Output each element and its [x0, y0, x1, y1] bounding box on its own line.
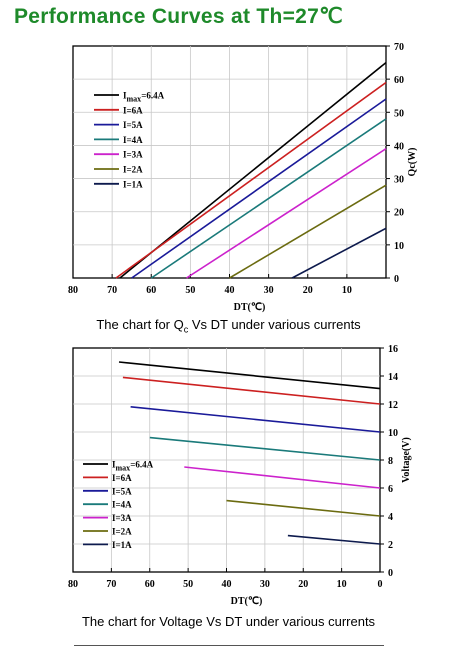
legend-label-main: I=5A: [112, 486, 132, 496]
series-line-i3a: [186, 148, 387, 279]
legend-label: I=3A: [123, 150, 143, 160]
x-tick-label: 70: [106, 579, 116, 590]
series-line-i5a: [130, 406, 381, 433]
x-tick-label: 20: [298, 579, 308, 590]
x-tick-label: 60: [145, 579, 155, 590]
legend-label: I=1A: [112, 540, 132, 550]
x-tick-label: 40: [222, 579, 232, 590]
y-tick-label: 14: [388, 372, 398, 383]
legend-label-main: I: [123, 91, 127, 101]
legend-label-main: I: [112, 460, 116, 470]
x-tick-label: 80: [68, 285, 78, 296]
y-tick-label: 50: [394, 108, 404, 119]
y-tick-label: 60: [394, 75, 404, 86]
legend-label-main: I=1A: [112, 540, 132, 550]
legend-label: I=3A: [112, 513, 132, 523]
y-tick-label: 0: [388, 568, 393, 579]
legend-label-main: I=5A: [123, 120, 143, 130]
y-axis-title: Qc(W): [407, 148, 418, 177]
legend-label-main: I=4A: [123, 135, 143, 145]
x-axis-title: DT(℃): [231, 596, 263, 607]
legend-label-main: I=4A: [112, 500, 132, 510]
y-tick-label: 70: [394, 42, 404, 53]
legend-label: I=2A: [123, 165, 143, 175]
x-tick-label: 0: [378, 579, 383, 590]
y-tick-label: 12: [388, 400, 398, 411]
qc-caption-suffix: Vs DT under various currents: [188, 317, 361, 332]
legend-label-main: I=2A: [123, 165, 143, 175]
x-tick-label: 10: [342, 285, 352, 296]
x-tick-label: 50: [183, 579, 193, 590]
legend-label-main: I=1A: [123, 179, 143, 189]
series-line-i2a: [226, 499, 381, 517]
qc-vs-dt-chart: 80 70 60 50 40 30 20 10 0 10 20 30 40 50 60 70 DT(℃) Qc(W…: [68, 42, 418, 313]
series-line-imax: [118, 361, 381, 390]
series-line-i4a: [150, 118, 387, 279]
x-tick-label: 30: [260, 579, 270, 590]
y-tick-label: 0: [394, 274, 399, 285]
y-tick-label: 4: [388, 512, 393, 523]
y-axis-title: Voltage(V): [401, 437, 412, 483]
legend-label: I=5A: [112, 486, 132, 496]
legend-label: I=6A: [123, 105, 143, 115]
y-tick-label: 20: [394, 208, 404, 219]
legend-label: I=5A: [123, 120, 143, 130]
y-tick-label: 10: [388, 428, 398, 439]
legend-label-main: I=6A: [123, 105, 143, 115]
page-title: Performance Curves at Th=27℃: [14, 5, 344, 28]
x-axis-title: DT(℃): [234, 302, 266, 313]
series-line-i1a: [287, 534, 381, 545]
x-tick-label: 60: [146, 285, 156, 296]
legend-label-subscript: max: [127, 95, 142, 104]
x-tick-label: 30: [264, 285, 274, 296]
x-tick-label: 10: [337, 579, 347, 590]
series-line-i6a: [122, 376, 381, 405]
legend-label: I=6A: [112, 473, 132, 483]
legend-label-main: I=6A: [112, 473, 132, 483]
x-tick-label: 80: [68, 579, 78, 590]
series-line-i5a: [131, 98, 387, 279]
y-tick-label: 40: [394, 141, 404, 152]
y-tick-label: 30: [394, 175, 404, 186]
voltage-chart-caption: The chart for Voltage Vs DT under variou…: [81, 614, 376, 629]
y-tick-label: 6: [388, 484, 393, 495]
x-tick-label: 70: [107, 285, 117, 296]
series-line-i3a: [184, 466, 381, 489]
legend-label-suffix: =6.4A: [130, 460, 153, 470]
x-tick-label: 20: [303, 285, 313, 296]
legend-label: I=4A: [123, 135, 143, 145]
legend-label-main: I=3A: [112, 513, 132, 523]
series-line-i6a: [115, 81, 387, 279]
bottom-divider: [74, 645, 384, 646]
legend-label-main: I=2A: [112, 527, 132, 537]
series-line-i2a: [229, 184, 387, 279]
legend-label-main: I=3A: [123, 150, 143, 160]
qc-caption-prefix: The chart for Q: [96, 317, 184, 332]
y-tick-label: 16: [388, 344, 398, 355]
legend-label: I=2A: [112, 527, 132, 537]
legend-label-suffix: =6.4A: [141, 91, 164, 101]
qc-caption-subscript: c: [183, 324, 189, 335]
legend-label: I=1A: [123, 179, 143, 189]
y-tick-label: 10: [394, 241, 404, 252]
legend-label: Imax=6.4A: [123, 91, 165, 104]
series-line-i1a: [291, 227, 387, 279]
x-tick-label: 40: [225, 285, 235, 296]
qc-chart-caption: The chart for Qc Vs DT under various cur…: [0, 317, 457, 335]
legend-label-subscript: max: [116, 464, 131, 473]
y-tick-label: 2: [388, 540, 393, 551]
legend-label: I=4A: [112, 500, 132, 510]
x-tick-label: 50: [185, 285, 195, 296]
series-line-i4a: [149, 436, 381, 461]
legend-label: Imax=6.4A: [112, 460, 154, 473]
y-tick-label: 8: [388, 456, 393, 467]
voltage-vs-dt-chart: 80 70 60 50 40 30 20 10 00 2 4 6 8 10 12 14 16 DT(℃) Volta…: [68, 344, 412, 607]
